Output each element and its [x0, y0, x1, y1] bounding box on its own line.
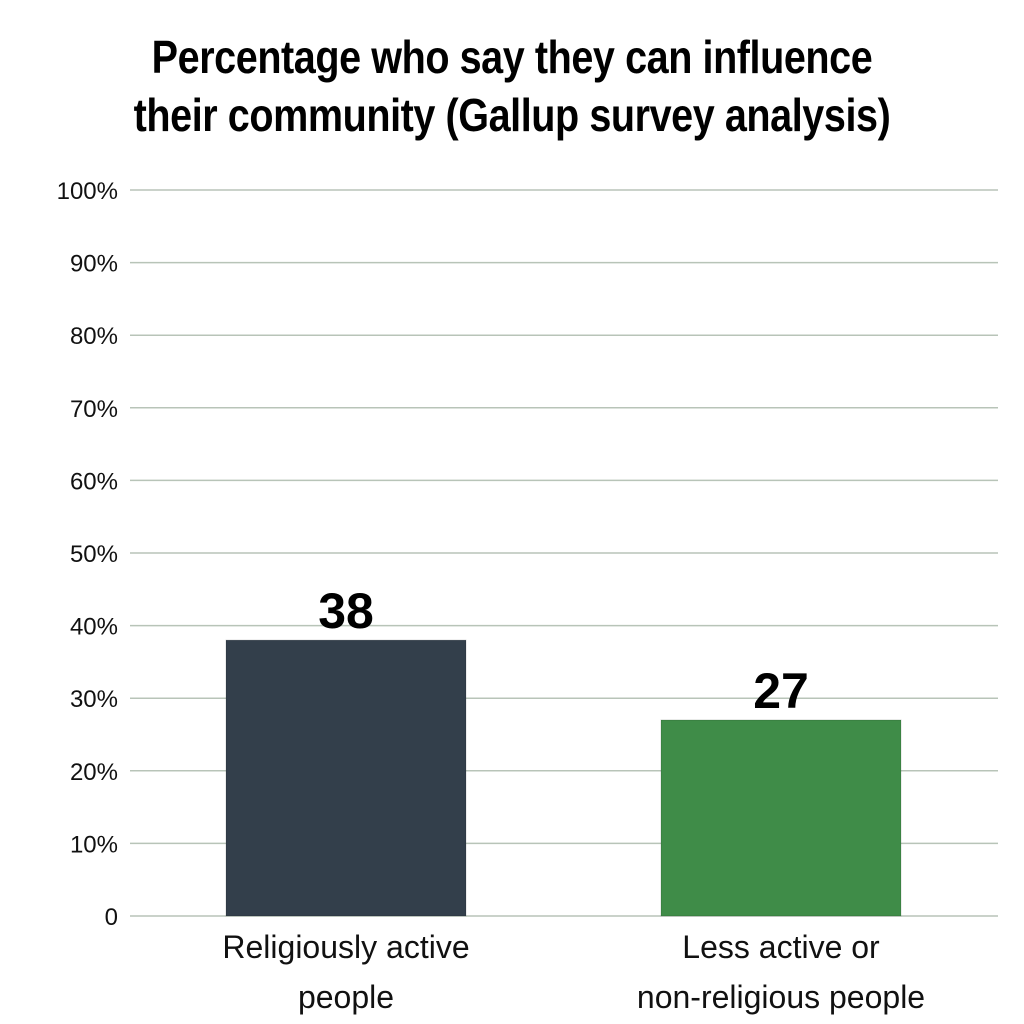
x-category-label: non-religious people [637, 979, 925, 1015]
y-tick-label: 60% [70, 468, 118, 495]
y-tick-label: 40% [70, 614, 118, 641]
x-category-label: Religiously active [222, 929, 469, 965]
y-tick-label: 70% [70, 396, 118, 423]
y-tick-label: 50% [70, 541, 118, 568]
y-tick-label: 90% [70, 251, 118, 278]
y-tick-label: 100% [57, 178, 118, 205]
bar [660, 719, 902, 917]
y-tick-label: 20% [70, 759, 118, 786]
y-tick-label: 30% [70, 686, 118, 713]
y-tick-label: 0 [105, 904, 118, 931]
data-label: 38 [318, 583, 374, 639]
y-tick-label: 10% [70, 831, 118, 858]
bar [225, 639, 467, 917]
chart-title: Percentage who say they can influence th… [72, 28, 953, 144]
chart-title-line-1: Percentage who say they can influence [151, 31, 873, 83]
data-label: 27 [753, 663, 809, 719]
chart-title-line-2: their community (Gallup survey analysis) [133, 89, 891, 141]
y-tick-label: 80% [70, 323, 118, 350]
x-category-label: Less active or [682, 929, 880, 965]
x-category-label: people [298, 979, 394, 1015]
